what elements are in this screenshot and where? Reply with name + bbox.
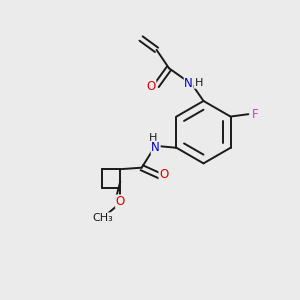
Text: O: O — [116, 195, 125, 208]
Text: F: F — [252, 108, 259, 121]
Text: CH₃: CH₃ — [92, 213, 113, 223]
Text: N: N — [184, 76, 193, 90]
Text: H: H — [148, 133, 157, 143]
Text: H: H — [195, 78, 203, 88]
Text: N: N — [151, 141, 160, 154]
Text: O: O — [147, 80, 156, 94]
Text: O: O — [159, 168, 168, 181]
